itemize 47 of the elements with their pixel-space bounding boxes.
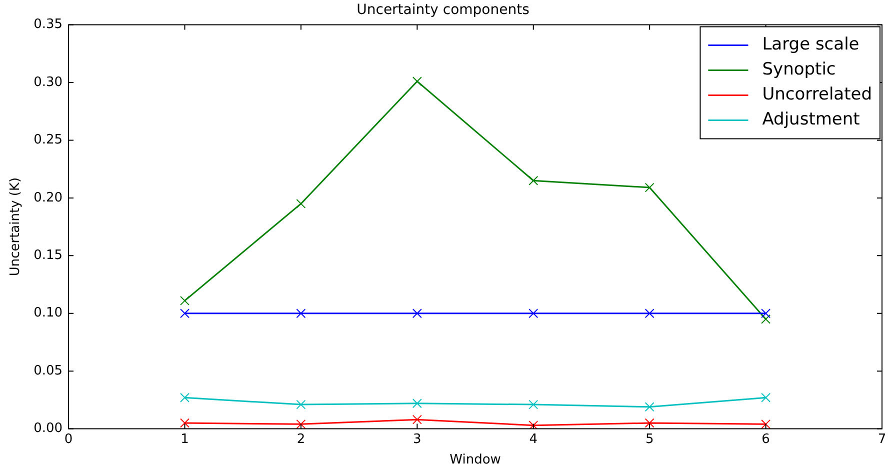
chart-title: Uncertainty components (356, 2, 530, 18)
point (528, 308, 538, 318)
y-tick-label: 0.20 (34, 190, 63, 206)
y-tick-label: 0.00 (34, 421, 63, 436)
point (644, 418, 654, 428)
point (761, 392, 771, 402)
x-tick-label: 7 (878, 432, 886, 447)
point (412, 398, 422, 408)
point (761, 314, 771, 324)
y-axis-title: Uncertainty (K) (8, 177, 24, 276)
point (296, 400, 306, 410)
x-tick-label: 1 (180, 432, 189, 447)
x-tick-label: 6 (762, 432, 770, 447)
y-tick-label: 0.15 (34, 248, 63, 264)
legend-label: Adjustment (762, 110, 860, 130)
x-axis-title: Window (450, 452, 502, 468)
point (761, 419, 771, 429)
point (296, 198, 306, 208)
point (412, 308, 422, 318)
x-tick-label: 0 (64, 432, 73, 447)
point (528, 420, 538, 429)
legend-label: Uncorrelated (762, 84, 872, 105)
y-tick-label: 0.10 (34, 306, 63, 321)
legend-label: Synoptic (762, 60, 836, 80)
point (644, 182, 654, 192)
x-tick-label: 5 (645, 432, 654, 447)
point (528, 400, 538, 410)
y-tick-label: 0.30 (34, 74, 63, 90)
point (644, 402, 654, 412)
y-tick-label: 0.35 (34, 17, 63, 32)
y-tick-label: 0.05 (34, 363, 63, 378)
x-tick-label: 2 (296, 432, 306, 447)
point (296, 419, 306, 429)
point (412, 414, 422, 424)
point (180, 392, 190, 402)
x-tick-label: 3 (413, 432, 422, 447)
point (296, 308, 306, 318)
point (644, 308, 654, 318)
x-tick-label: 4 (529, 432, 538, 447)
y-tick-label: 0.25 (34, 132, 63, 148)
point (528, 176, 538, 186)
point (180, 296, 190, 306)
point (761, 308, 771, 318)
point (180, 308, 190, 318)
legend-label: Large scale (762, 34, 860, 55)
point (412, 76, 422, 86)
point (180, 418, 190, 428)
